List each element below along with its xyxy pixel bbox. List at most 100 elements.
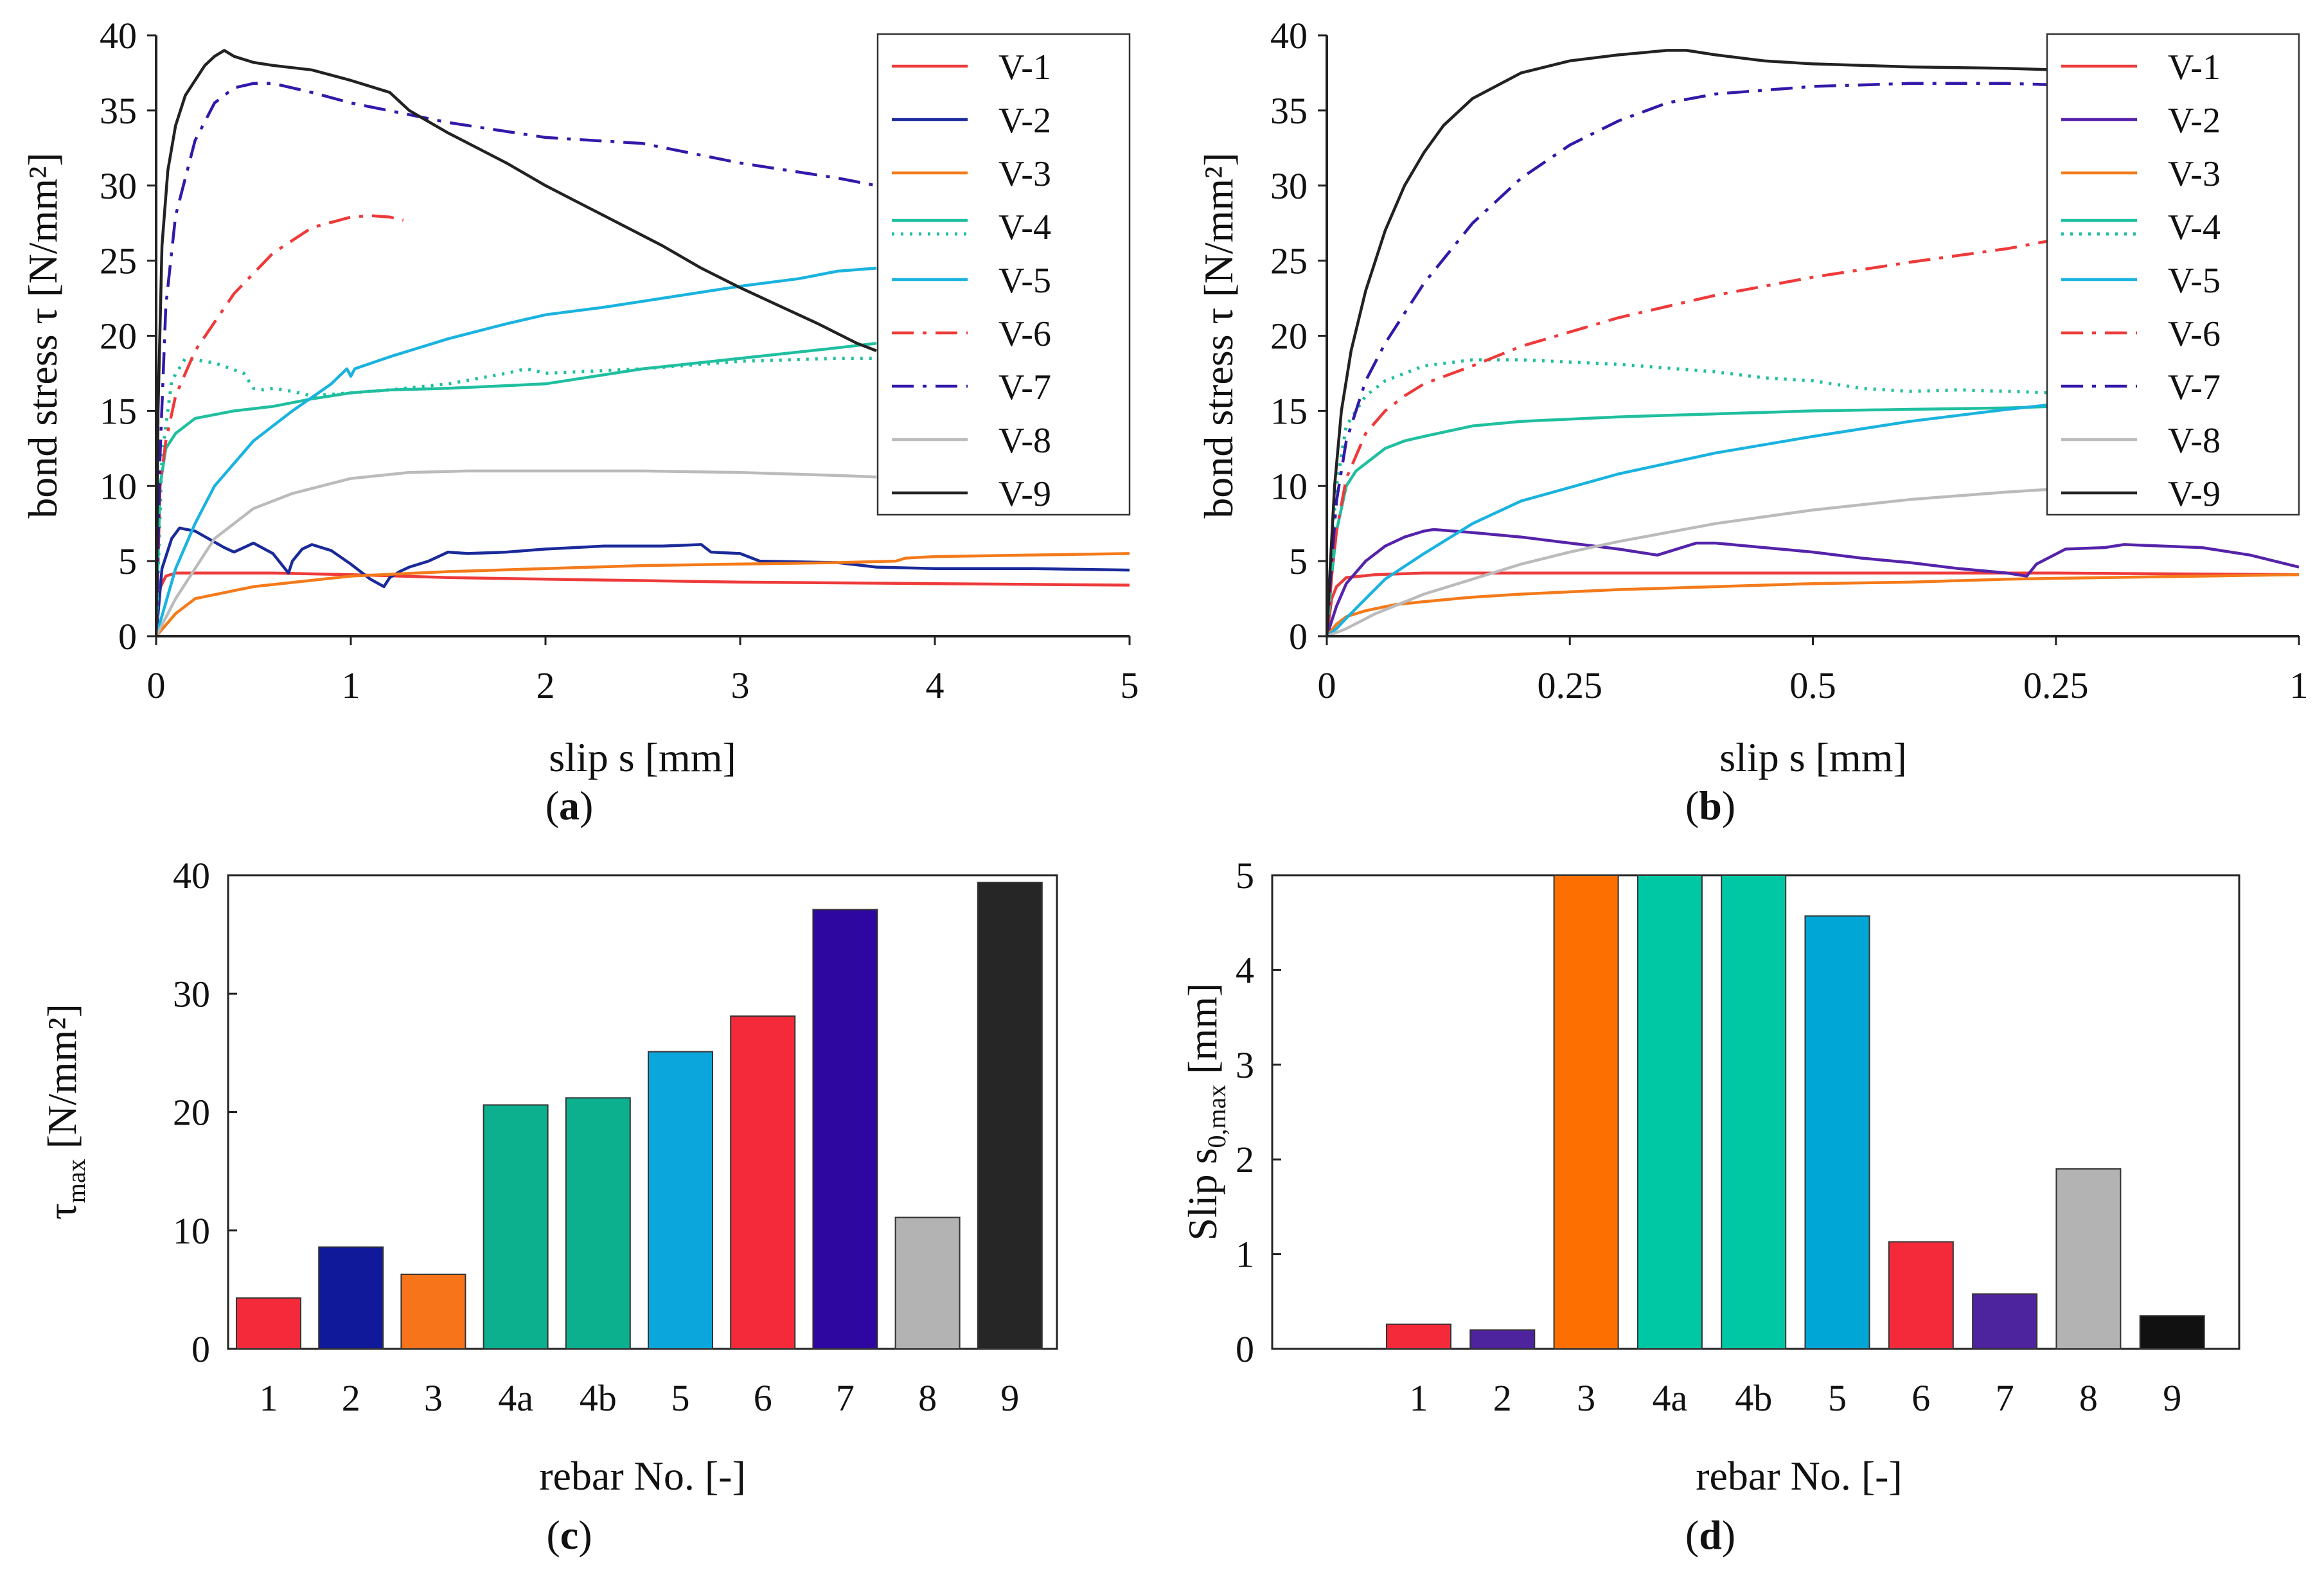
legend-label-v-9: V-9 [998, 474, 1051, 514]
bar-6 [1888, 1241, 1954, 1350]
bar-1 [236, 1297, 301, 1350]
x-axis-label: rebar No. [-] [1696, 1453, 1903, 1499]
bar-3 [400, 1273, 466, 1350]
y-axis-label: bond stress τ [N/mm²] [1196, 152, 1241, 518]
caption-open: ( [1685, 783, 1699, 828]
y-label-subscript: max [62, 1159, 91, 1203]
y-tick-label: 4 [1236, 949, 1254, 991]
caption-close: ) [578, 1512, 592, 1558]
y-tick-label: 20 [1270, 316, 1308, 357]
series-line-v-2 [1327, 528, 2299, 636]
bar-1 [1386, 1323, 1451, 1350]
x-axis-label: slip s [mm] [1719, 735, 1907, 780]
panel-caption: (a) [546, 783, 594, 828]
x-tick-label: 2 [1493, 1377, 1512, 1419]
x-tick-label: 5 [1121, 664, 1139, 706]
legend-label-v-3: V-3 [2168, 154, 2221, 194]
y-tick-label: 40 [100, 15, 137, 57]
y-axis-label: bond stress τ [N/mm²] [20, 152, 66, 518]
y-axis-label: Slip s0,max [mm] [1180, 983, 1231, 1240]
x-tick-label: 9 [1000, 1377, 1019, 1419]
legend-label-v-5: V-5 [998, 261, 1051, 301]
legend-label-v-8: V-8 [998, 421, 1051, 461]
x-tick-label: 4a [498, 1377, 533, 1419]
x-tick-label: 8 [2079, 1377, 2098, 1419]
series-line-v-1 [156, 571, 1130, 636]
caption-letter: b [1699, 783, 1722, 828]
bar-5 [1804, 915, 1870, 1350]
caption-letter: d [1699, 1512, 1722, 1558]
y-tick-label: 10 [1270, 465, 1308, 507]
series-line-v-3 [1327, 573, 2299, 636]
bar-4b [565, 1097, 631, 1350]
y-tick-label: 3 [1236, 1044, 1254, 1086]
y-tick-label: 0 [1236, 1328, 1254, 1370]
legend-label-v-9: V-9 [2168, 474, 2221, 514]
legend-label-v-6: V-6 [998, 314, 1051, 354]
legend-label-v-3: V-3 [998, 154, 1051, 194]
bar-4b [1721, 875, 1787, 1350]
y-tick-label: 35 [100, 90, 137, 132]
panel-b-line-chart: V-1 V-2 V-3 V-4 V-5 V-6 V-7 V-8 V-9 0 0.25 0.5 0.25 1… [1196, 15, 2309, 828]
series-line-v-4 [156, 341, 877, 636]
y-tick-label: 15 [100, 390, 137, 432]
y-label-subscript: 0,max [1202, 1085, 1231, 1148]
x-tick-label: 5 [1828, 1377, 1847, 1419]
x-tick-label: 6 [754, 1377, 772, 1419]
bar-6 [730, 1015, 796, 1350]
x-tick-label: 2 [537, 664, 555, 706]
y-label-main: τ [39, 1203, 85, 1220]
x-tick-label: 4 [926, 664, 945, 706]
y-tick-label: 5 [1289, 540, 1308, 582]
x-tick-label: 2 [342, 1377, 360, 1419]
y-tick-label: 35 [1270, 90, 1308, 132]
y-tick-label: 0 [191, 1328, 210, 1370]
panel-c-bar-chart: 1 2 3 4a 4b 5 6 7 8 9 0 10 20 30 40 rebar No. [-] τmax [… [39, 855, 1058, 1558]
y-tick-label: 30 [100, 165, 137, 207]
x-tick-label: 0.5 [1789, 664, 1836, 706]
x-tick-label: 0.25 [2023, 664, 2089, 706]
panel-a-line-chart: V-1 V-2 V-3 V-4 V-5 V-6 V-7 V-8 V-9 0 1 2 3 4 5 0 5 10 15 2… [20, 15, 1139, 828]
bar-4a [483, 1104, 549, 1350]
legend-label-v-7: V-7 [998, 368, 1051, 407]
caption-open: ( [546, 783, 559, 828]
panel-caption: (d) [1685, 1512, 1735, 1558]
bar-5 [648, 1051, 713, 1350]
legend-label-v-4: V-4 [2168, 208, 2221, 247]
y-tick-label: 0 [1289, 616, 1308, 657]
x-tick-label: 1 [342, 664, 360, 706]
panel-caption: (c) [546, 1512, 592, 1558]
x-tick-label: 8 [918, 1377, 937, 1419]
bar-9 [977, 882, 1043, 1350]
legend-label-v-4: V-4 [998, 208, 1051, 247]
legend-label-v-7: V-7 [2168, 368, 2221, 407]
bar-7 [812, 909, 878, 1350]
series-line-v-9 [1327, 49, 2299, 636]
x-tick-label: 1 [2290, 664, 2309, 706]
y-label-unit: [mm] [1180, 983, 1225, 1084]
x-tick-label: 1 [260, 1377, 278, 1419]
y-tick-label: 10 [173, 1210, 210, 1252]
legend-label-v-5: V-5 [2168, 261, 2221, 301]
x-tick-label: 4a [1653, 1377, 1688, 1419]
panel-d-bar-chart: 1 2 3 4a 4b 5 6 7 8 9 0 1 2 3 4 5 rebar No. [-] Slip s0,m… [1180, 855, 2240, 1558]
y-axis-label: τmax [N/mm²] [39, 1004, 91, 1220]
bar-3 [1553, 875, 1619, 1350]
series-line-v-4-dotted- [156, 357, 877, 636]
x-tick-label: 7 [1996, 1377, 2014, 1419]
caption-letter: c [560, 1512, 578, 1558]
series-line-v-8 [156, 469, 877, 636]
series-line-v-7 [1327, 82, 2299, 636]
x-tick-label: 1 [1410, 1377, 1428, 1419]
legend-label-v-8: V-8 [2168, 421, 2221, 461]
y-tick-label: 0 [118, 616, 137, 657]
y-tick-label: 1 [1236, 1234, 1254, 1276]
y-label-main: Slip s [1180, 1148, 1225, 1241]
caption-letter: a [559, 783, 580, 828]
caption-close: ) [1722, 783, 1735, 828]
y-tick-label: 2 [1236, 1139, 1254, 1181]
series-line-v-5 [156, 267, 877, 636]
y-tick-label: 5 [1236, 855, 1254, 896]
bar-4a [1637, 875, 1703, 1350]
